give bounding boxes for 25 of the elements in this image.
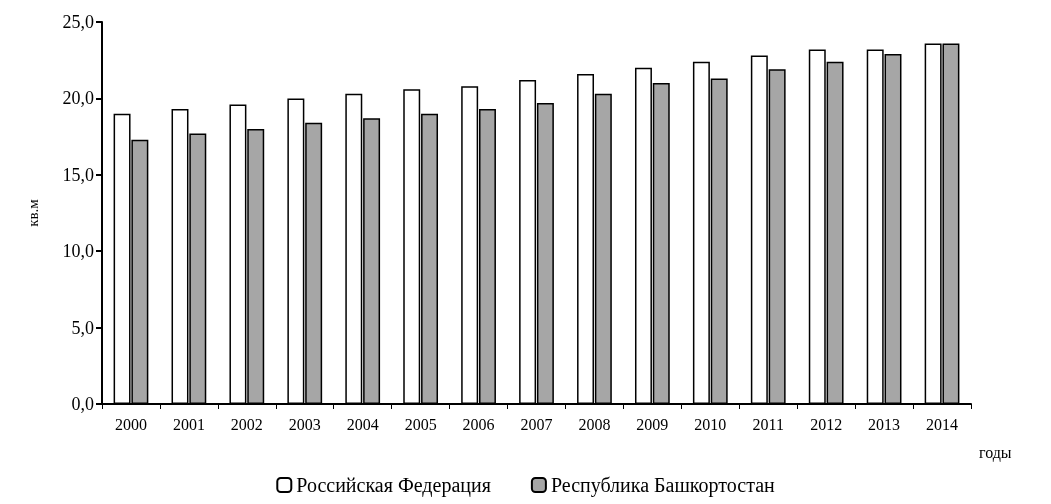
x-axis-title: годы (979, 443, 1012, 462)
y-tick-label: 15,0 (62, 164, 94, 185)
y-tick-label: 0,0 (71, 394, 94, 414)
x-tick-label: 2001 (172, 415, 205, 433)
y-tick-label: 5,0 (71, 317, 94, 338)
x-tick-label: 2013 (868, 415, 901, 433)
x-tick-label: 2007 (520, 415, 553, 433)
x-tick-label: 2002 (230, 415, 263, 433)
x-tick-label: 2005 (404, 415, 437, 433)
y-axis-title: кв.м (24, 198, 41, 227)
x-tick-label: 2000 (114, 415, 147, 433)
x-tick-label: 2006 (462, 415, 495, 433)
legend-label: Республика Башкортостан (550, 474, 776, 497)
x-tick-label: 2003 (288, 415, 321, 433)
x-tick-label: 2004 (346, 415, 379, 433)
x-tick-label: 2009 (636, 415, 669, 433)
legend-label: Российская Федерация (296, 474, 491, 497)
x-tick-label: 2010 (694, 415, 727, 433)
x-tick-label: 2008 (578, 415, 611, 433)
y-tick-label: 20,0 (62, 88, 94, 109)
x-tick-label: 2011 (752, 415, 784, 433)
x-tick-label: 2014 (926, 415, 959, 433)
y-tick-label: 25,0 (62, 12, 94, 32)
y-tick-label: 10,0 (62, 241, 94, 262)
x-tick-label: 2012 (810, 415, 843, 433)
